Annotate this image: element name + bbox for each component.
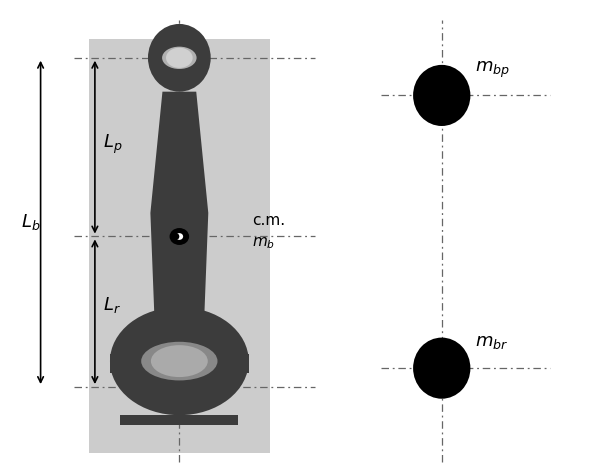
- Bar: [226, 354, 248, 373]
- Bar: [89, 39, 270, 453]
- Ellipse shape: [162, 47, 196, 69]
- Text: $L_b$: $L_b$: [21, 212, 40, 232]
- Text: $L_r$: $L_r$: [103, 295, 121, 315]
- Bar: [110, 354, 133, 373]
- Ellipse shape: [173, 233, 179, 240]
- Polygon shape: [150, 92, 208, 213]
- Ellipse shape: [166, 48, 193, 68]
- Text: $L_p$: $L_p$: [103, 133, 122, 157]
- Ellipse shape: [413, 338, 470, 399]
- Polygon shape: [150, 213, 208, 338]
- Text: c.m.: c.m.: [251, 212, 285, 228]
- Ellipse shape: [413, 65, 470, 126]
- Ellipse shape: [148, 24, 211, 92]
- Ellipse shape: [141, 342, 218, 380]
- Ellipse shape: [176, 233, 183, 240]
- Bar: [121, 415, 238, 425]
- Text: $m_{br}$: $m_{br}$: [475, 333, 508, 351]
- Text: $m_{bp}$: $m_{bp}$: [475, 60, 510, 79]
- Text: $m_b$: $m_b$: [251, 236, 275, 252]
- Ellipse shape: [151, 345, 208, 377]
- Ellipse shape: [170, 228, 189, 245]
- Ellipse shape: [110, 307, 248, 415]
